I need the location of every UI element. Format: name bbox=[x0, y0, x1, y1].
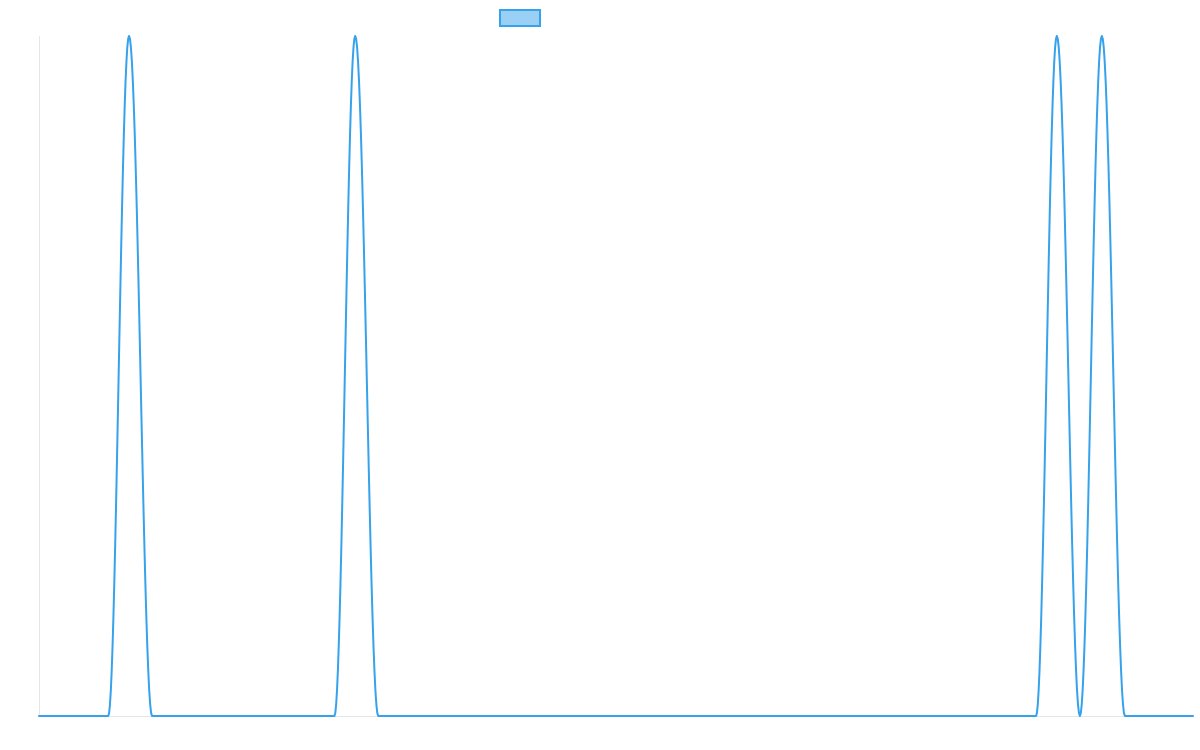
axes bbox=[39, 36, 1193, 717]
legend[interactable] bbox=[499, 9, 541, 27]
legend-swatch[interactable] bbox=[499, 9, 541, 27]
series-line-0[interactable] bbox=[38, 35, 1194, 717]
series-group bbox=[38, 35, 1194, 717]
